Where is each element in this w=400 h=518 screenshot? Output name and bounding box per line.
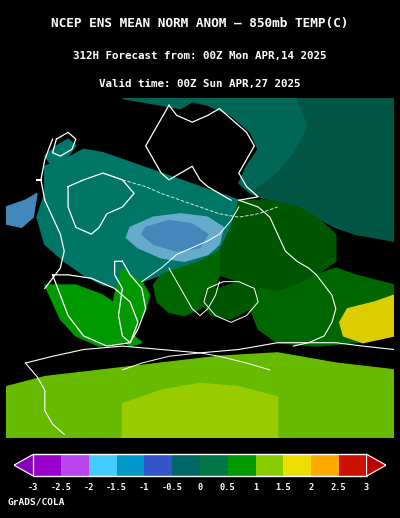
Bar — [311, 454, 339, 476]
Polygon shape — [6, 353, 394, 438]
Text: 1.5: 1.5 — [276, 483, 291, 492]
Polygon shape — [219, 200, 336, 292]
Polygon shape — [122, 98, 394, 241]
Text: 0: 0 — [197, 483, 203, 492]
Bar — [117, 454, 144, 476]
Bar — [172, 454, 200, 476]
Polygon shape — [45, 139, 76, 166]
Polygon shape — [6, 193, 37, 227]
Text: 3: 3 — [364, 483, 369, 492]
Polygon shape — [14, 454, 34, 476]
Text: -2: -2 — [84, 483, 94, 492]
Bar — [34, 454, 61, 476]
Polygon shape — [142, 221, 208, 251]
Bar — [200, 454, 228, 476]
Text: -1: -1 — [139, 483, 150, 492]
Bar — [339, 454, 366, 476]
Polygon shape — [154, 251, 219, 315]
Polygon shape — [126, 214, 223, 261]
Bar — [144, 454, 172, 476]
Polygon shape — [366, 454, 386, 476]
Text: Valid time: 00Z Sun APR,27 2025: Valid time: 00Z Sun APR,27 2025 — [99, 79, 301, 89]
Text: 312H Forecast from: 00Z Mon APR,14 2025: 312H Forecast from: 00Z Mon APR,14 2025 — [73, 51, 327, 62]
Text: NCEP ENS MEAN NORM ANOM – 850mb TEMP(C): NCEP ENS MEAN NORM ANOM – 850mb TEMP(C) — [51, 17, 349, 30]
Polygon shape — [340, 295, 394, 343]
Text: -2.5: -2.5 — [51, 483, 72, 492]
Text: -3: -3 — [28, 483, 39, 492]
Polygon shape — [122, 383, 278, 438]
Bar — [61, 454, 89, 476]
Polygon shape — [250, 268, 394, 346]
Text: -0.5: -0.5 — [162, 483, 183, 492]
Text: 1: 1 — [253, 483, 258, 492]
Bar — [256, 454, 283, 476]
Text: 2: 2 — [308, 483, 314, 492]
Bar — [228, 454, 256, 476]
Polygon shape — [45, 285, 134, 346]
Polygon shape — [111, 268, 150, 346]
Polygon shape — [250, 98, 394, 241]
Polygon shape — [200, 282, 258, 319]
Polygon shape — [37, 149, 239, 289]
Text: 2.5: 2.5 — [331, 483, 347, 492]
Bar — [89, 454, 117, 476]
Text: -1.5: -1.5 — [106, 483, 127, 492]
Bar — [339, 454, 366, 476]
Text: GrADS/COLA: GrADS/COLA — [8, 497, 66, 506]
Bar — [34, 454, 366, 476]
Bar — [283, 454, 311, 476]
Text: 0.5: 0.5 — [220, 483, 236, 492]
